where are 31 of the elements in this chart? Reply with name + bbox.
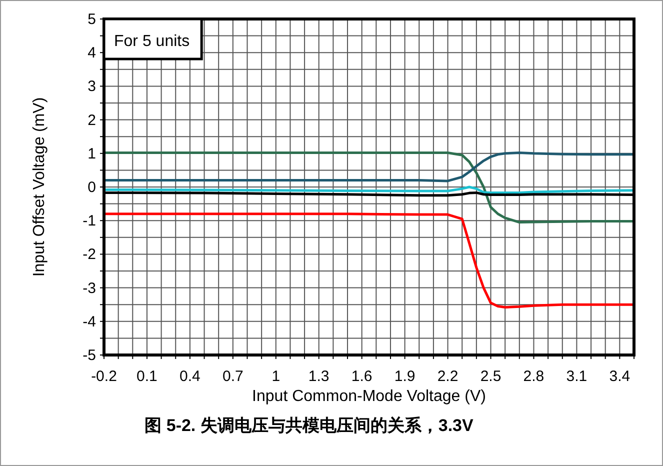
x-tick-label: 0.7 — [222, 368, 244, 385]
y-tick-label: -5 — [82, 347, 96, 364]
x-tick-label: 3.1 — [566, 368, 588, 385]
x-tick-label: 1 — [272, 368, 280, 385]
x-tick-label: 1.6 — [351, 368, 372, 385]
y-tick-label: 5 — [88, 11, 96, 28]
x-tick-label: 2.8 — [523, 368, 544, 385]
text: 图 5-2. 失调电压与共模电压间的关系，3.3V — [144, 416, 474, 435]
y-tick-label: 4 — [88, 44, 96, 62]
x-tick-label: 0.4 — [180, 368, 200, 385]
y-tick-label: -4 — [82, 313, 96, 330]
x-tick-label: 2.2 — [437, 368, 458, 385]
x-tick-label: 1.9 — [394, 368, 416, 385]
x-tick-label: -0.2 — [91, 368, 117, 385]
line-series — [102, 151, 636, 182]
x-tick-label: 3.4 — [609, 368, 630, 385]
x-axis-title: Input Common-Mode Voltage (V) — [252, 388, 486, 405]
x-tick-label: 2.5 — [480, 368, 502, 385]
y-tick-label: -3 — [82, 280, 96, 297]
y-tick-label: -1 — [82, 212, 96, 230]
annotation: For 5 units — [114, 33, 190, 50]
line-series — [102, 151, 636, 224]
y-tick-label: -2 — [82, 246, 96, 264]
y-tick-label: 0 — [88, 179, 96, 196]
y-axis-title: Input Offset Voltage (mV) — [31, 97, 48, 277]
x-tick-label: 1.3 — [308, 368, 330, 385]
y-tick-label: 3 — [88, 78, 96, 96]
y-tick-label: 1 — [88, 145, 96, 162]
x-tick-label: 0.1 — [136, 368, 158, 385]
line-series — [102, 212, 636, 309]
y-tick-label: 2 — [88, 112, 96, 129]
